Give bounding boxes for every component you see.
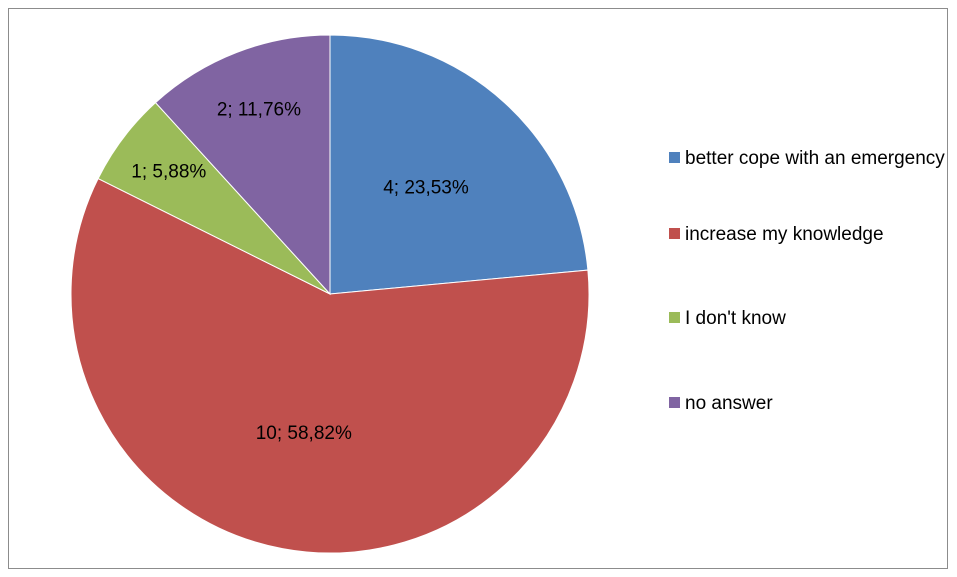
legend-label: better cope with an emergency <box>685 148 945 169</box>
label-better-cope: 4; 23,53% <box>383 178 469 199</box>
legend-item-increase-knowledge: increase my knowledge <box>669 221 949 248</box>
legend-label: increase my knowledge <box>685 224 884 245</box>
pie-chart: 4; 23,53% 10; 58,82% 1; 5,88% 2; 11,76% <box>70 34 590 554</box>
label-dont-know: 1; 5,88% <box>131 161 206 182</box>
slice-no-answer <box>154 34 331 296</box>
legend-swatch <box>669 152 680 163</box>
legend-item-no-answer: no answer <box>669 390 949 417</box>
legend-swatch <box>669 312 680 323</box>
chart-area: 4; 23,53% 10; 58,82% 1; 5,88% 2; 11,76% bet… <box>8 8 948 569</box>
slice-increase-knowledge <box>70 177 590 554</box>
label-no-answer: 2; 11,76% <box>217 100 301 121</box>
label-increase-knowledge: 10; 58,82% <box>256 423 352 444</box>
pie-slices <box>70 34 590 554</box>
legend-label: I don't know <box>685 308 786 329</box>
legend-item-better-cope: better cope with an emergency <box>669 145 949 172</box>
data-labels: 4; 23,53% 10; 58,82% 1; 5,88% 2; 11,76% <box>131 100 469 445</box>
legend-swatch <box>669 228 680 239</box>
slice-better-cope <box>329 34 589 295</box>
legend-swatch <box>669 397 680 408</box>
legend-item-dont-know: I don't know <box>669 305 949 332</box>
legend-label: no answer <box>685 393 773 414</box>
